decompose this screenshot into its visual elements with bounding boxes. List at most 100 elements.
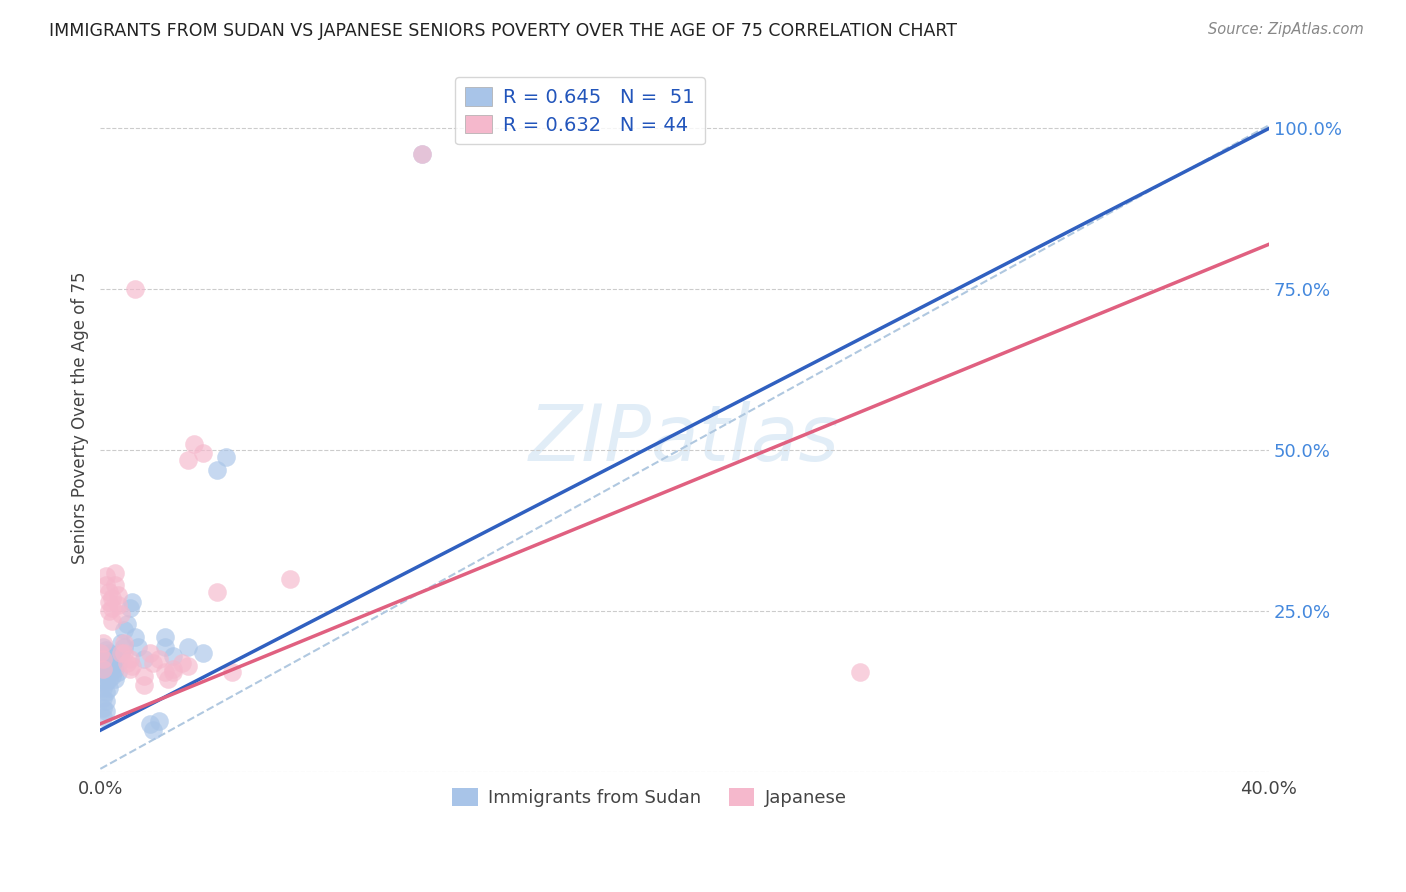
- Point: [107, 598, 129, 612]
- Point: [121, 594, 143, 608]
- Point: [91, 672, 114, 686]
- Point: [205, 462, 228, 476]
- Point: [124, 630, 146, 644]
- Point: [121, 658, 143, 673]
- Text: IMMIGRANTS FROM SUDAN VS JAPANESE SENIORS POVERTY OVER THE AGE OF 75 CORRELATION: IMMIGRANTS FROM SUDAN VS JAPANESE SENIOR…: [49, 22, 957, 40]
- Point: [104, 578, 127, 592]
- Point: [112, 640, 135, 654]
- Point: [139, 646, 162, 660]
- Point: [153, 640, 176, 654]
- Point: [98, 604, 121, 618]
- Point: [96, 642, 118, 657]
- Point: [104, 662, 127, 676]
- Point: [849, 665, 872, 680]
- Point: [101, 668, 124, 682]
- Point: [91, 652, 114, 666]
- Point: [115, 656, 138, 670]
- Point: [91, 662, 114, 676]
- Point: [91, 700, 114, 714]
- Text: Source: ZipAtlas.com: Source: ZipAtlas.com: [1208, 22, 1364, 37]
- Point: [156, 672, 179, 686]
- Point: [191, 446, 214, 460]
- Point: [96, 658, 118, 673]
- Point: [91, 691, 114, 706]
- Point: [107, 588, 129, 602]
- Point: [124, 282, 146, 296]
- Point: [98, 664, 121, 678]
- Point: [98, 585, 121, 599]
- Point: [91, 636, 114, 650]
- Point: [98, 594, 121, 608]
- Point: [96, 704, 118, 718]
- Point: [110, 646, 132, 660]
- Point: [104, 672, 127, 686]
- Point: [215, 450, 238, 464]
- Point: [177, 453, 200, 467]
- Point: [142, 723, 165, 738]
- Point: [205, 585, 228, 599]
- Point: [153, 630, 176, 644]
- Legend: Immigrants from Sudan, Japanese: Immigrants from Sudan, Japanese: [443, 780, 856, 816]
- Point: [89, 646, 111, 660]
- Point: [134, 678, 156, 692]
- Point: [134, 668, 156, 682]
- Point: [96, 578, 118, 592]
- Point: [110, 636, 132, 650]
- Point: [91, 652, 114, 666]
- Point: [115, 617, 138, 632]
- Point: [98, 646, 121, 660]
- Point: [101, 658, 124, 673]
- Point: [91, 662, 114, 676]
- Point: [98, 672, 121, 686]
- Point: [110, 607, 132, 622]
- Point: [278, 572, 301, 586]
- Point: [101, 601, 124, 615]
- Point: [112, 624, 135, 638]
- Point: [98, 656, 121, 670]
- Point: [89, 646, 111, 660]
- Point: [139, 716, 162, 731]
- Point: [177, 640, 200, 654]
- Point: [148, 652, 170, 666]
- Point: [118, 652, 141, 666]
- Point: [162, 665, 184, 680]
- Point: [112, 636, 135, 650]
- Y-axis label: Seniors Poverty Over the Age of 75: Seniors Poverty Over the Age of 75: [72, 272, 89, 565]
- Point: [153, 665, 176, 680]
- Point: [96, 675, 118, 690]
- Point: [162, 649, 184, 664]
- Point: [177, 658, 200, 673]
- Point: [134, 652, 156, 666]
- Point: [101, 591, 124, 606]
- Point: [411, 147, 433, 161]
- Point: [91, 640, 114, 654]
- Point: [110, 646, 132, 660]
- Point: [101, 614, 124, 628]
- Point: [104, 652, 127, 666]
- Point: [183, 437, 205, 451]
- Point: [96, 665, 118, 680]
- Point: [107, 656, 129, 670]
- Point: [107, 665, 129, 680]
- Point: [112, 646, 135, 660]
- Text: ZIPatlas: ZIPatlas: [529, 401, 839, 477]
- Point: [118, 601, 141, 615]
- Point: [148, 714, 170, 728]
- Point: [101, 649, 124, 664]
- Point: [91, 710, 114, 724]
- Point: [91, 681, 114, 696]
- Point: [104, 566, 127, 580]
- Point: [162, 662, 184, 676]
- Point: [127, 640, 149, 654]
- Point: [96, 684, 118, 698]
- Point: [96, 649, 118, 664]
- Point: [142, 656, 165, 670]
- Point: [221, 665, 243, 680]
- Point: [172, 656, 194, 670]
- Point: [96, 568, 118, 582]
- Point: [411, 147, 433, 161]
- Point: [118, 662, 141, 676]
- Point: [96, 694, 118, 708]
- Point: [98, 681, 121, 696]
- Point: [191, 646, 214, 660]
